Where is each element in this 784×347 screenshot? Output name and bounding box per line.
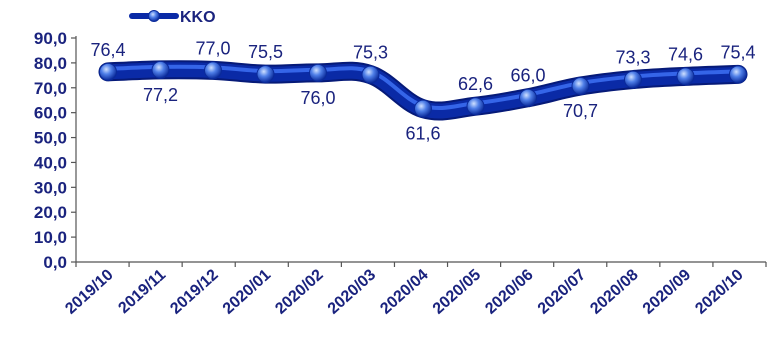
- data-point: [414, 99, 432, 118]
- data-label: 62,6: [458, 74, 493, 94]
- x-tick-label: 2020/09: [640, 266, 694, 317]
- data-point: [624, 70, 642, 89]
- x-tick-label: 2020/01: [220, 266, 274, 317]
- data-point: [571, 77, 590, 96]
- y-tick-label: 80,0: [34, 54, 67, 73]
- y-tick-label: 30,0: [34, 178, 67, 197]
- x-tick-label: 2019/11: [115, 266, 169, 317]
- x-tick-label: 2020/10: [692, 266, 746, 317]
- data-point: [466, 97, 485, 116]
- legend: KKO: [129, 9, 216, 26]
- data-point: [204, 61, 222, 80]
- legend-label: KKO: [180, 9, 216, 26]
- data-label: 75,5: [248, 42, 283, 62]
- data-label: 77,2: [143, 85, 178, 105]
- x-tick-label: 2020/03: [325, 266, 379, 317]
- data-label: 77,0: [195, 38, 230, 58]
- data-label: 76,4: [90, 40, 125, 60]
- data-label: 74,6: [668, 44, 703, 64]
- legend-marker: [148, 10, 160, 22]
- data-label: 76,0: [300, 88, 335, 108]
- y-tick-label: 10,0: [34, 228, 67, 247]
- data-point: [99, 62, 117, 81]
- x-tick-label: 2020/06: [482, 266, 536, 317]
- data-label: 61,6: [405, 124, 440, 144]
- data-point: [676, 67, 695, 86]
- data-label: 75,3: [353, 43, 388, 63]
- y-tick-label: 20,0: [34, 203, 67, 222]
- x-tick-label: 2020/04: [377, 266, 431, 317]
- data-point: [309, 63, 327, 82]
- data-point: [361, 65, 380, 84]
- x-tick-label: 2020/05: [430, 266, 484, 317]
- data-point: [729, 65, 747, 84]
- y-axis: 0,0 10,0 20,0 30,0 40,0 50,0 60,0 70,0 80,0 90,0: [34, 29, 77, 272]
- x-tick-label: 2020/08: [587, 266, 641, 317]
- data-label: 66,0: [510, 66, 545, 86]
- data-labels: 76,4 77,2 77,0 75,5 76,0 75,3 61,6 62,6 66,0 70,7…: [90, 38, 755, 143]
- y-tick-label: 0,0: [43, 253, 67, 272]
- x-tick-label: 2019/12: [167, 266, 221, 317]
- y-tick-label: 70,0: [34, 79, 67, 98]
- data-point: [151, 60, 170, 79]
- data-label: 75,4: [720, 42, 755, 62]
- y-tick-label: 60,0: [34, 104, 67, 123]
- data-label: 73,3: [615, 48, 650, 68]
- x-tick-label: 2020/02: [272, 266, 326, 317]
- x-tick-label: 2019/10: [62, 266, 116, 317]
- data-point: [519, 88, 537, 107]
- y-tick-label: 40,0: [34, 153, 67, 172]
- data-label: 70,7: [563, 101, 598, 121]
- y-tick-label: 90,0: [34, 29, 67, 48]
- data-point: [256, 65, 275, 84]
- series-kko: [98, 60, 748, 121]
- x-axis: 2019/102019/112019/122020/012020/022020/…: [62, 261, 767, 318]
- y-tick-label: 50,0: [34, 129, 67, 148]
- x-tick-label: 2020/07: [535, 266, 589, 317]
